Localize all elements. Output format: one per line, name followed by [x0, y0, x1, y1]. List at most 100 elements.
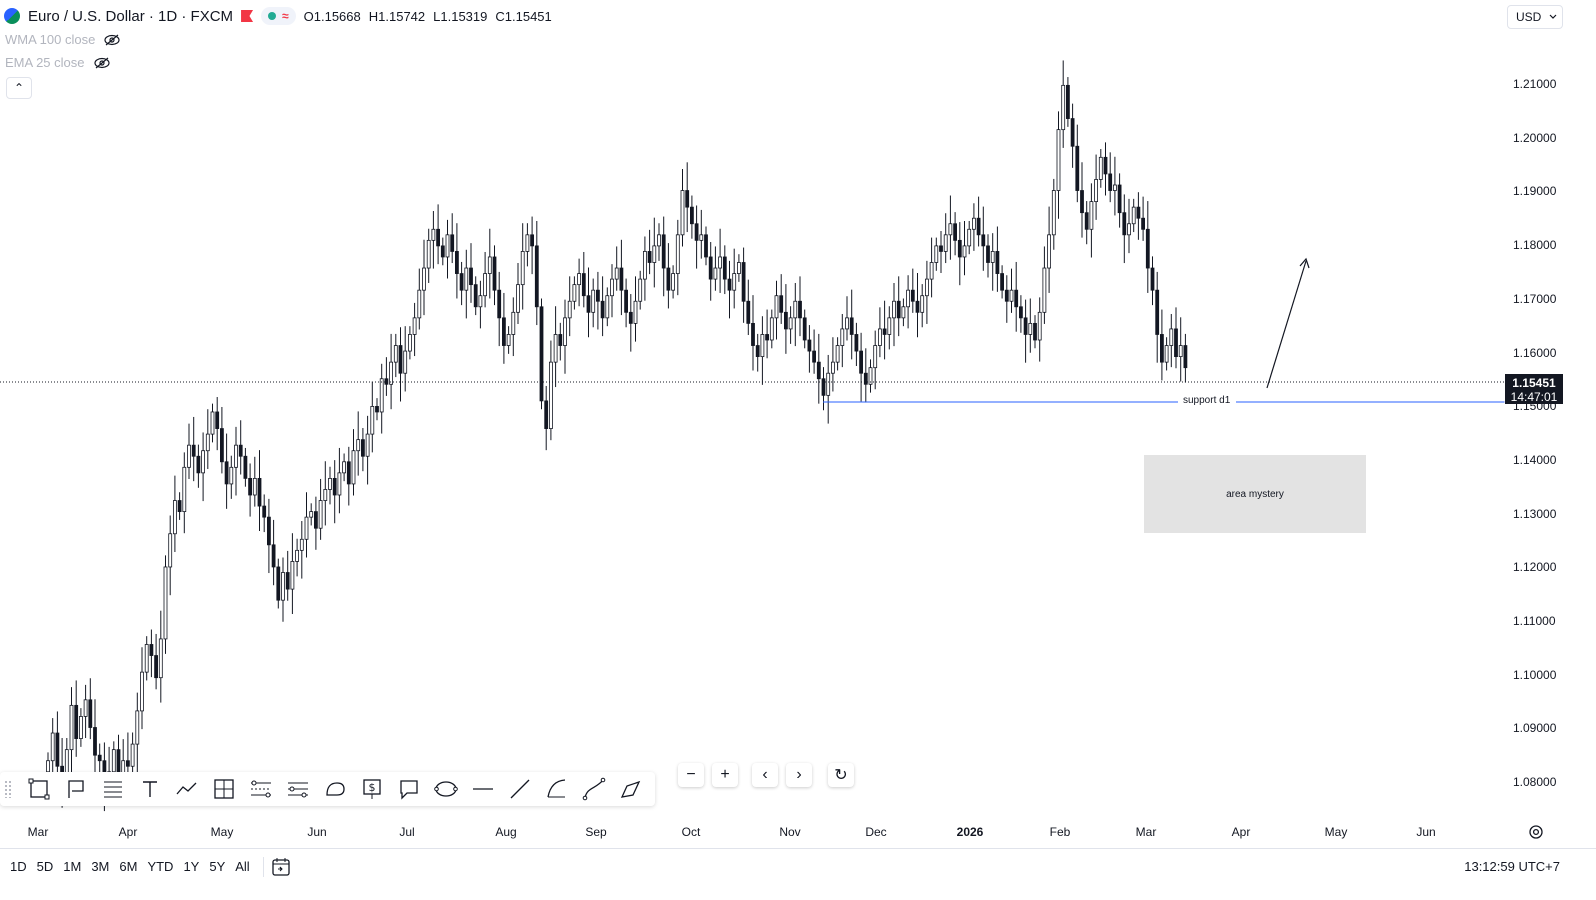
candle-body	[337, 472, 342, 496]
text-tool[interactable]	[131, 774, 168, 804]
arc-tool[interactable]	[538, 774, 575, 804]
candle-body	[1014, 289, 1019, 308]
candle-body	[835, 345, 840, 363]
range-6m-button[interactable]: 6M	[119, 859, 138, 874]
eye-off-icon[interactable]	[93, 57, 111, 69]
currency-value: USD	[1516, 10, 1542, 24]
trend-line-tool[interactable]	[501, 774, 538, 804]
candle-body	[619, 267, 624, 291]
zoom-in-button[interactable]: +	[712, 763, 738, 787]
callout-tool[interactable]	[390, 774, 427, 804]
cross-rectangle-tool[interactable]	[205, 774, 242, 804]
candle-body	[520, 251, 525, 286]
price-axis-label: 1.10000	[1513, 667, 1557, 682]
range-5y-button[interactable]: 5Y	[209, 859, 226, 874]
candle-body	[680, 190, 685, 236]
rectangle-tool[interactable]	[20, 774, 57, 804]
candle-body	[172, 500, 177, 535]
path-tool[interactable]	[168, 774, 205, 804]
symbol-title[interactable]: Euro / U.S. Dollar · 1D · FXCM	[28, 7, 234, 25]
horizontal-line-tool[interactable]	[464, 774, 501, 804]
indicator-ema[interactable]: EMA 25 close	[5, 55, 111, 70]
drag-handle-icon[interactable]	[4, 780, 12, 798]
candle-body	[1169, 328, 1174, 346]
candle-body	[901, 306, 906, 319]
candle-body	[1004, 289, 1009, 302]
range-1d-button[interactable]: 1D	[10, 859, 27, 874]
candle-body	[1131, 206, 1136, 225]
candle-body	[210, 411, 215, 435]
candle-body	[929, 262, 934, 280]
candle-body	[910, 289, 915, 302]
symbol-logo-icon[interactable]	[4, 8, 20, 24]
gann-box-icon	[213, 779, 234, 799]
candle-body	[624, 289, 628, 313]
range-3m-button[interactable]: 3M	[91, 859, 110, 874]
time-axis-label: May	[1324, 825, 1348, 839]
market-status-pill[interactable]: ≈	[261, 7, 296, 25]
candle-body	[1066, 84, 1070, 119]
candle-body	[1042, 267, 1047, 313]
price-label-tool[interactable]: $	[353, 774, 390, 804]
chart-settings-icon[interactable]	[1528, 824, 1544, 840]
range-all-button[interactable]: All	[235, 859, 250, 874]
candle-body	[501, 317, 506, 346]
price-chart[interactable]	[0, 0, 1596, 848]
reset-chart-button[interactable]: ↻	[828, 763, 854, 787]
rectangle-drawing[interactable]: area mystery	[1144, 455, 1366, 533]
zoom-out-button[interactable]: −	[678, 763, 704, 787]
ellipse-tool[interactable]	[427, 774, 464, 804]
candle-body	[798, 300, 802, 319]
candle-body	[393, 345, 398, 363]
candle-body	[135, 710, 140, 745]
ellipse-icon	[433, 781, 458, 797]
flag-tool[interactable]	[57, 774, 94, 804]
flag-icon[interactable]	[241, 10, 254, 22]
arrow-drawing[interactable]	[1266, 257, 1310, 389]
candle-body	[1145, 228, 1150, 269]
candle-body	[849, 317, 854, 335]
utc-clock[interactable]: 13:12:59 UTC+7	[1464, 859, 1560, 874]
fib-tool[interactable]	[94, 774, 131, 804]
candle-body	[638, 278, 643, 302]
scroll-left-button[interactable]: ‹	[752, 763, 778, 787]
candle-body	[675, 234, 680, 274]
range-ytd-button[interactable]: YTD	[147, 859, 174, 874]
candle-body	[1061, 84, 1066, 131]
candle-body	[685, 190, 690, 208]
support-label[interactable]: support d1	[1183, 395, 1231, 406]
candle-body	[426, 239, 431, 269]
indicator-wma[interactable]: WMA 100 close	[5, 32, 121, 47]
candle-body	[586, 295, 591, 313]
candle-body	[572, 284, 577, 302]
currency-select[interactable]: USD	[1507, 5, 1563, 29]
trend-path-icon	[176, 782, 196, 795]
range-5d-button[interactable]: 5D	[36, 859, 54, 874]
curve-tool[interactable]	[575, 774, 612, 804]
range-1m-button[interactable]: 1M	[63, 859, 82, 874]
collapse-legend-button[interactable]: ⌃	[6, 77, 32, 99]
candle-body	[144, 644, 149, 673]
chart-legend: Euro / U.S. Dollar · 1D · FXCM ≈ O1.1566…	[4, 6, 552, 26]
arc-icon	[546, 779, 565, 798]
candle-body	[309, 511, 314, 518]
eye-off-icon[interactable]	[103, 34, 121, 46]
pitchfan-tool[interactable]	[279, 774, 316, 804]
brush-tool[interactable]	[612, 774, 649, 804]
candle-body	[97, 754, 102, 762]
candle-body	[1103, 156, 1108, 175]
candle-body	[544, 400, 549, 429]
range-1y-button[interactable]: 1Y	[183, 859, 200, 874]
candle-body	[328, 477, 332, 490]
candle-body	[1122, 212, 1127, 236]
dollar-icon: $	[362, 779, 381, 799]
candle-body	[1136, 206, 1141, 219]
parallel-channel-tool[interactable]	[242, 774, 279, 804]
shape-tool[interactable]	[316, 774, 353, 804]
candle-body	[737, 262, 741, 274]
scroll-right-button[interactable]: ›	[786, 763, 812, 787]
calendar-goto-icon[interactable]	[270, 856, 292, 878]
candle-body	[262, 505, 267, 518]
price-axis-label: 1.09000	[1513, 721, 1557, 736]
candle-body	[154, 655, 159, 679]
